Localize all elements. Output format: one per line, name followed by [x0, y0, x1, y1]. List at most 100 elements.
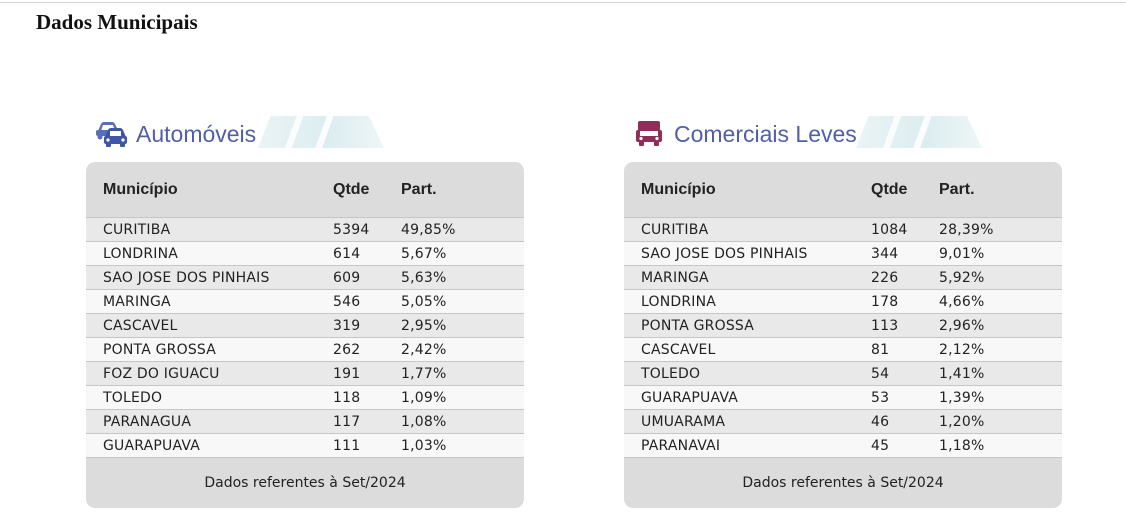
cell-part: 1,41% [939, 365, 985, 382]
cell-municipio: LONDRINA [641, 293, 717, 310]
truck-icon [636, 121, 662, 146]
cell-qtde: 178 [871, 293, 899, 310]
cell-qtde: 226 [871, 269, 899, 286]
table-row: PONTA GROSSA 262 2,42% [86, 337, 524, 361]
col-part: Part. [401, 180, 437, 198]
cars-icon [96, 122, 127, 147]
cell-part: 1,20% [939, 413, 985, 430]
col-municipio: Município [103, 180, 178, 198]
cell-qtde: 609 [333, 269, 361, 286]
table-row: LONDRINA 178 4,66% [624, 289, 1062, 313]
cell-municipio: SAO JOSE DOS PINHAIS [641, 245, 808, 262]
cell-part: 1,18% [939, 437, 985, 454]
cell-municipio: MARINGA [641, 269, 709, 286]
table-footer-note: Dados referentes à Set/2024 [86, 457, 524, 508]
cell-part: 1,08% [401, 413, 447, 430]
cell-part: 2,95% [401, 317, 447, 334]
cell-municipio: CASCAVEL [641, 341, 716, 358]
cell-qtde: 117 [333, 413, 361, 430]
cell-qtde: 81 [871, 341, 890, 358]
table-row: MARINGA 546 5,05% [86, 289, 524, 313]
col-qtde: Qtde [333, 180, 370, 198]
cell-part: 1,03% [401, 437, 447, 454]
table-row: CURITIBA 1084 28,39% [624, 217, 1062, 241]
cell-part: 5,67% [401, 245, 447, 262]
cell-part: 1,77% [401, 365, 447, 382]
cell-part: 1,39% [939, 389, 985, 406]
header-decoration [856, 116, 982, 148]
cell-municipio: PARANAGUA [103, 413, 192, 430]
cell-qtde: 344 [871, 245, 899, 262]
cell-municipio: LONDRINA [103, 245, 179, 262]
top-divider [0, 2, 1126, 3]
page-title: Dados Municipais [36, 10, 198, 34]
table-body: CURITIBA 5394 49,85% LONDRINA 614 5,67% SAO … [86, 217, 524, 457]
cell-municipio: TOLEDO [103, 389, 163, 406]
cell-part: 5,05% [401, 293, 447, 310]
cell-qtde: 118 [333, 389, 361, 406]
cell-qtde: 614 [333, 245, 361, 262]
cell-qtde: 262 [333, 341, 361, 358]
cell-part: 2,12% [939, 341, 985, 358]
cell-municipio: TOLEDO [641, 365, 701, 382]
cell-qtde: 1084 [871, 221, 908, 238]
table-row: CASCAVEL 81 2,12% [624, 337, 1062, 361]
automoveis-panel: Automóveis Município Qtde Part. CURITIBA… [86, 112, 524, 508]
cell-part: 5,92% [939, 269, 985, 286]
cell-qtde: 111 [333, 437, 361, 454]
comerciais-title: Comerciais Leves [674, 121, 857, 147]
table-row: PARANAVAI 45 1,18% [624, 433, 1062, 457]
cell-part: 9,01% [939, 245, 985, 262]
automoveis-title: Automóveis [136, 121, 257, 147]
table-row: CASCAVEL 319 2,95% [86, 313, 524, 337]
table-row: TOLEDO 118 1,09% [86, 385, 524, 409]
table-row: PARANAGUA 117 1,08% [86, 409, 524, 433]
table-row: PONTA GROSSA 113 2,96% [624, 313, 1062, 337]
table-row: MARINGA 226 5,92% [624, 265, 1062, 289]
cell-municipio: CURITIBA [641, 221, 709, 238]
cell-part: 2,96% [939, 317, 985, 334]
table-row: GUARAPUAVA 53 1,39% [624, 385, 1062, 409]
cell-qtde: 54 [871, 365, 890, 382]
cell-qtde: 113 [871, 317, 899, 334]
cell-municipio: MARINGA [103, 293, 171, 310]
cell-municipio: UMUARAMA [641, 413, 726, 430]
table-row: LONDRINA 614 5,67% [86, 241, 524, 265]
cell-municipio: CASCAVEL [103, 317, 178, 334]
cell-qtde: 546 [333, 293, 361, 310]
comerciais-table: Município Qtde Part. CURITIBA 1084 28,39% … [624, 162, 1062, 508]
cell-municipio: PONTA GROSSA [103, 341, 217, 358]
col-part: Part. [939, 180, 975, 198]
cell-part: 1,09% [401, 389, 447, 406]
cell-qtde: 53 [871, 389, 890, 406]
table-footer-note: Dados referentes à Set/2024 [624, 457, 1062, 508]
cell-part: 5,63% [401, 269, 447, 286]
cell-part: 4,66% [939, 293, 985, 310]
cell-part: 28,39% [939, 221, 994, 238]
cell-qtde: 5394 [333, 221, 370, 238]
cell-municipio: PARANAVAI [641, 437, 721, 454]
table-row: SAO JOSE DOS PINHAIS 344 9,01% [624, 241, 1062, 265]
cell-part: 2,42% [401, 341, 447, 358]
cell-municipio: GUARAPUAVA [103, 437, 201, 454]
col-municipio: Município [641, 180, 716, 198]
table-row: TOLEDO 54 1,41% [624, 361, 1062, 385]
cell-municipio: PONTA GROSSA [641, 317, 755, 334]
table-row: UMUARAMA 46 1,20% [624, 409, 1062, 433]
header-decoration [258, 116, 384, 148]
comerciais-header: Comerciais Leves [624, 112, 1062, 162]
table-body: CURITIBA 1084 28,39% SAO JOSE DOS PINHAIS 3… [624, 217, 1062, 457]
cell-qtde: 46 [871, 413, 890, 430]
automoveis-header: Automóveis [86, 112, 524, 162]
cell-qtde: 45 [871, 437, 890, 454]
cell-municipio: SAO JOSE DOS PINHAIS [103, 269, 270, 286]
cell-municipio: CURITIBA [103, 221, 171, 238]
table-header: Município Qtde Part. [86, 162, 524, 217]
table-row: SAO JOSE DOS PINHAIS 609 5,63% [86, 265, 524, 289]
automoveis-table: Município Qtde Part. CURITIBA 5394 49,85% … [86, 162, 524, 508]
cell-municipio: GUARAPUAVA [641, 389, 739, 406]
col-qtde: Qtde [871, 180, 908, 198]
table-row: FOZ DO IGUACU 191 1,77% [86, 361, 524, 385]
cell-qtde: 319 [333, 317, 361, 334]
cell-qtde: 191 [333, 365, 361, 382]
